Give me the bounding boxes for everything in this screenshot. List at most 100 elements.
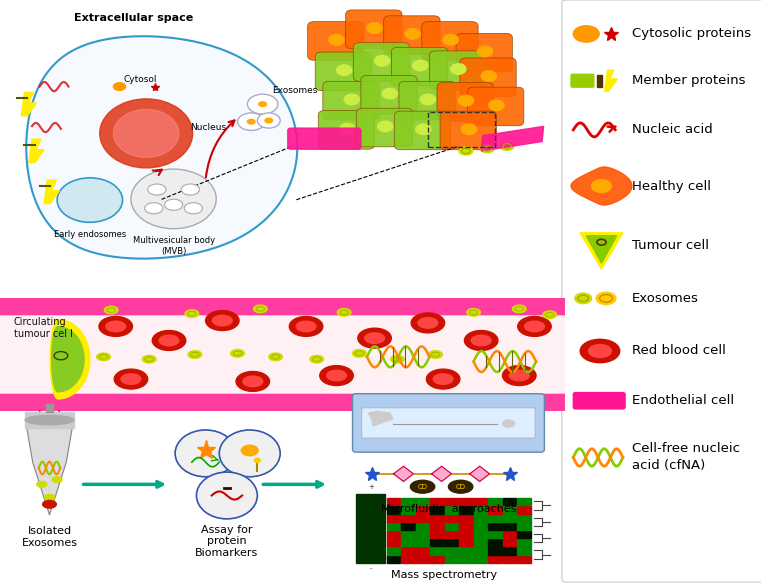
Ellipse shape bbox=[258, 113, 280, 128]
Bar bbox=[430, 555, 444, 563]
Ellipse shape bbox=[237, 113, 265, 130]
Bar bbox=[517, 514, 531, 522]
Bar bbox=[430, 498, 444, 505]
Bar bbox=[503, 547, 517, 555]
FancyBboxPatch shape bbox=[399, 81, 455, 120]
Ellipse shape bbox=[464, 331, 498, 350]
Ellipse shape bbox=[254, 459, 261, 462]
Bar bbox=[445, 498, 458, 505]
FancyBboxPatch shape bbox=[384, 16, 440, 54]
Ellipse shape bbox=[241, 445, 258, 456]
Polygon shape bbox=[51, 319, 89, 399]
FancyBboxPatch shape bbox=[352, 394, 545, 452]
Ellipse shape bbox=[591, 180, 612, 192]
Ellipse shape bbox=[247, 94, 278, 114]
Ellipse shape bbox=[212, 315, 232, 326]
Ellipse shape bbox=[344, 94, 359, 105]
FancyBboxPatch shape bbox=[345, 10, 402, 49]
Bar bbox=[387, 539, 401, 546]
Ellipse shape bbox=[184, 202, 202, 214]
Ellipse shape bbox=[104, 307, 118, 314]
Ellipse shape bbox=[327, 370, 346, 381]
Ellipse shape bbox=[367, 23, 382, 33]
Bar bbox=[415, 531, 429, 538]
Ellipse shape bbox=[478, 46, 492, 57]
Text: -: - bbox=[370, 565, 372, 571]
Ellipse shape bbox=[159, 335, 179, 346]
Polygon shape bbox=[29, 139, 44, 163]
Ellipse shape bbox=[450, 64, 466, 74]
Text: Assay for
protein
Biomarkers: Assay for protein Biomarkers bbox=[195, 525, 258, 558]
Bar bbox=[356, 494, 385, 563]
Ellipse shape bbox=[329, 35, 344, 45]
Circle shape bbox=[219, 430, 280, 477]
Ellipse shape bbox=[411, 313, 445, 333]
FancyBboxPatch shape bbox=[315, 52, 372, 91]
Bar bbox=[445, 555, 458, 563]
Bar bbox=[474, 514, 487, 522]
Ellipse shape bbox=[338, 309, 351, 316]
Ellipse shape bbox=[405, 29, 420, 39]
Bar bbox=[474, 531, 487, 538]
Ellipse shape bbox=[458, 95, 474, 106]
Text: Cytosol: Cytosol bbox=[124, 75, 157, 84]
FancyBboxPatch shape bbox=[362, 408, 535, 438]
Bar bbox=[415, 506, 429, 514]
Bar bbox=[517, 547, 531, 555]
Bar bbox=[459, 531, 473, 538]
Ellipse shape bbox=[503, 366, 536, 386]
Ellipse shape bbox=[365, 333, 384, 343]
Text: Endothelial cell: Endothelial cell bbox=[632, 394, 734, 407]
Text: Tumour cell: Tumour cell bbox=[632, 239, 709, 252]
Bar bbox=[503, 531, 517, 538]
Bar bbox=[459, 555, 473, 563]
Polygon shape bbox=[605, 70, 618, 91]
Bar bbox=[503, 522, 517, 530]
Polygon shape bbox=[571, 167, 632, 205]
Polygon shape bbox=[587, 236, 617, 263]
Ellipse shape bbox=[382, 88, 398, 99]
Text: Member proteins: Member proteins bbox=[632, 74, 745, 87]
Ellipse shape bbox=[575, 293, 591, 304]
Bar bbox=[415, 522, 429, 530]
Ellipse shape bbox=[231, 349, 244, 357]
Bar bbox=[430, 539, 444, 546]
Bar bbox=[488, 514, 502, 522]
FancyBboxPatch shape bbox=[571, 74, 594, 87]
Ellipse shape bbox=[114, 369, 148, 389]
Bar bbox=[401, 531, 415, 538]
Text: Nucleus: Nucleus bbox=[191, 123, 226, 132]
Bar bbox=[415, 555, 429, 563]
FancyBboxPatch shape bbox=[468, 87, 524, 126]
Ellipse shape bbox=[188, 350, 202, 358]
Ellipse shape bbox=[580, 339, 620, 363]
Polygon shape bbox=[481, 126, 544, 151]
Bar bbox=[401, 522, 415, 530]
Ellipse shape bbox=[573, 26, 599, 42]
Ellipse shape bbox=[510, 370, 529, 381]
Bar bbox=[488, 522, 502, 530]
Ellipse shape bbox=[471, 335, 491, 346]
FancyBboxPatch shape bbox=[288, 128, 361, 149]
Bar bbox=[474, 555, 487, 563]
FancyBboxPatch shape bbox=[422, 22, 478, 60]
Ellipse shape bbox=[415, 124, 431, 135]
Bar bbox=[503, 514, 517, 522]
Polygon shape bbox=[21, 92, 37, 116]
Text: +: + bbox=[368, 484, 373, 490]
Bar bbox=[517, 531, 531, 538]
Bar bbox=[415, 514, 429, 522]
Ellipse shape bbox=[145, 202, 163, 214]
Ellipse shape bbox=[467, 309, 481, 316]
Bar bbox=[387, 547, 401, 555]
FancyBboxPatch shape bbox=[573, 393, 625, 409]
Ellipse shape bbox=[43, 501, 56, 508]
Bar bbox=[445, 514, 458, 522]
Bar bbox=[401, 555, 415, 563]
Ellipse shape bbox=[320, 366, 353, 386]
Text: Microfluidic  approaches: Microfluidic approaches bbox=[380, 504, 516, 514]
Ellipse shape bbox=[236, 371, 269, 391]
Bar bbox=[25, 412, 74, 428]
Bar bbox=[459, 522, 473, 530]
Ellipse shape bbox=[268, 353, 282, 360]
